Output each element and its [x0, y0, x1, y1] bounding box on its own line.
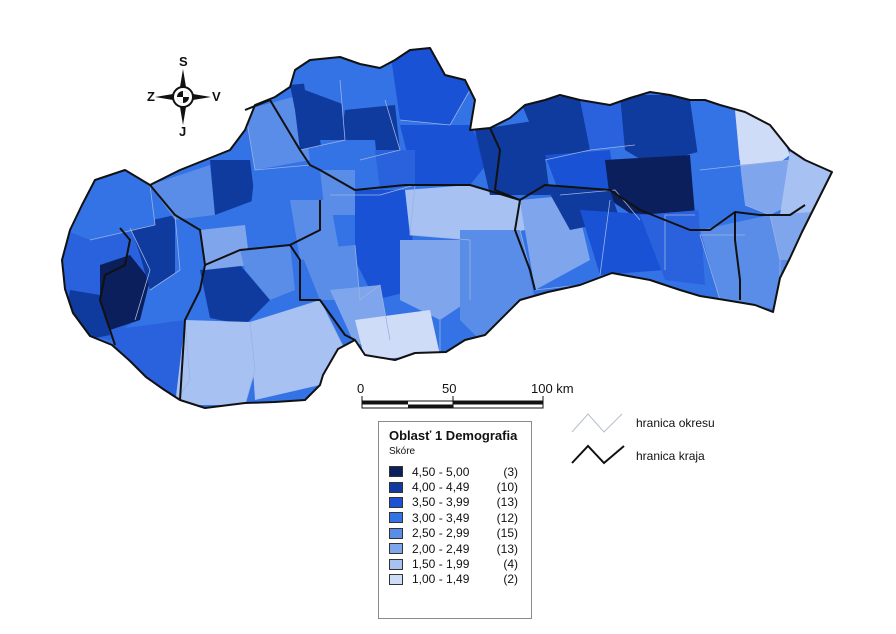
legend-count: (3)	[503, 464, 518, 479]
legend-range: 4,50 - 5,00	[412, 464, 470, 479]
legend: Oblasť 1 Demografia Skóre 4,50 - 5,00 (3)…	[378, 421, 532, 619]
district	[580, 210, 665, 275]
district	[150, 165, 215, 220]
legend-classes: 4,50 - 5,00 (3) 4,00 - 4,49 (10) 3,50 - 3,…	[389, 464, 521, 587]
legend-count: (10)	[496, 480, 518, 495]
legend-swatch	[389, 512, 403, 524]
legend-swatch	[389, 466, 403, 478]
district	[400, 125, 490, 185]
legend-range: 3,50 - 3,99	[412, 495, 470, 510]
legend-range: 4,00 - 4,49	[412, 480, 470, 495]
district	[250, 300, 345, 400]
district	[290, 200, 340, 260]
district	[240, 245, 295, 300]
legend-class: 3,50 - 3,99 (13)	[389, 495, 521, 510]
district	[690, 100, 745, 170]
district	[300, 245, 360, 300]
region-boundary-label: hranica kraja	[636, 449, 705, 463]
district	[300, 60, 385, 105]
legend-count: (2)	[503, 572, 518, 587]
legend-count: (13)	[496, 495, 518, 510]
district	[210, 160, 255, 215]
district	[695, 160, 745, 235]
district	[475, 120, 550, 195]
legend-class: 4,50 - 5,00 (3)	[389, 464, 521, 479]
legend-class: 3,00 - 3,49 (12)	[389, 510, 521, 525]
legend-count: (13)	[496, 541, 518, 556]
district	[200, 265, 270, 325]
district	[375, 150, 415, 190]
district	[110, 320, 190, 408]
region-boundaries	[99, 99, 806, 401]
scale-label-50: 50	[442, 381, 457, 396]
legend-range: 2,00 - 2,49	[412, 541, 470, 556]
legend-count: (15)	[496, 526, 518, 541]
scale-label-0: 0	[357, 381, 365, 396]
legend-swatch	[389, 543, 403, 555]
scale-label-100: 100 km	[531, 381, 574, 396]
legend-class: 2,50 - 2,99 (15)	[389, 526, 521, 541]
district	[405, 185, 525, 240]
legend-range: 3,00 - 3,49	[412, 510, 470, 525]
legend-swatch	[389, 573, 403, 585]
district-boundary-symbol	[571, 413, 623, 433]
district-boundary-label: hranica okresu	[636, 416, 715, 430]
compass-north-label: S	[179, 54, 188, 69]
district	[245, 95, 310, 170]
district	[200, 225, 250, 270]
compass-west-label: Z	[147, 89, 155, 104]
legend-class: 1,00 - 1,49 (2)	[389, 572, 521, 587]
district	[355, 310, 440, 360]
district	[175, 320, 255, 405]
legend-count: (4)	[503, 557, 518, 572]
legend-class: 2,00 - 2,49 (13)	[389, 541, 521, 556]
legend-title: Oblasť 1 Demografia	[389, 428, 518, 443]
district	[545, 150, 615, 195]
legend-class: 1,50 - 1,99 (4)	[389, 556, 521, 571]
legend-swatch	[389, 558, 403, 570]
district	[400, 240, 470, 320]
legend-swatch	[389, 527, 403, 539]
country-outline	[61, 47, 833, 409]
legend-count: (12)	[496, 510, 518, 525]
district	[130, 215, 180, 290]
legend-swatch	[389, 496, 403, 508]
legend-range: 1,50 - 1,99	[412, 557, 470, 572]
compass-south-label: J	[179, 124, 187, 139]
region-boundary-symbol	[571, 444, 625, 465]
compass-east-label: V	[212, 89, 221, 104]
legend-range: 2,50 - 2,99	[412, 526, 470, 541]
district	[700, 215, 790, 310]
legend-class: 4,00 - 4,49 (10)	[389, 479, 521, 494]
compass-rose	[155, 69, 211, 125]
legend-swatch	[389, 481, 403, 493]
scale-bar	[361, 396, 544, 409]
district	[620, 95, 705, 165]
district	[580, 100, 635, 150]
district	[770, 212, 812, 260]
district	[520, 95, 590, 160]
district	[605, 155, 695, 220]
legend-subtitle: Skóre	[389, 446, 416, 457]
legend-range: 1,00 - 1,49	[412, 572, 470, 587]
